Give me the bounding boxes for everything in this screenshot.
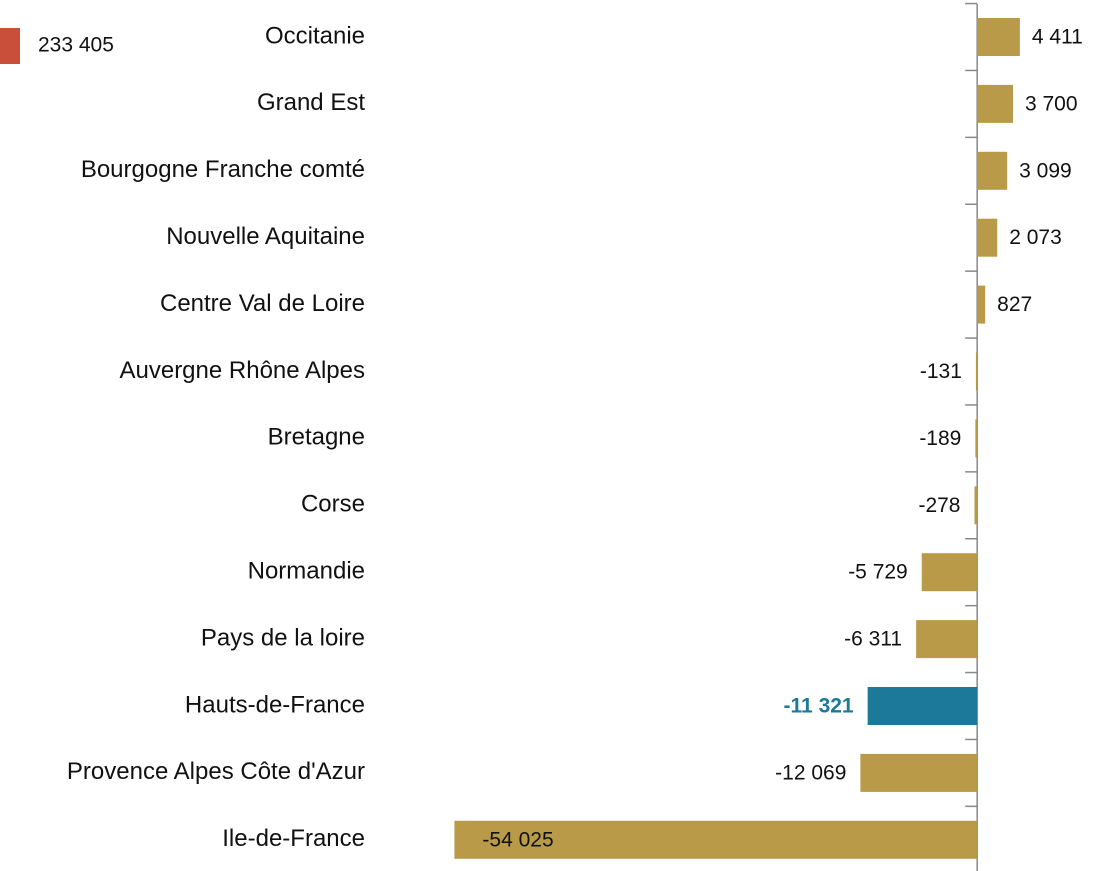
bar bbox=[977, 285, 986, 324]
value-label: 827 bbox=[997, 293, 1032, 316]
value-label: 3 700 bbox=[1025, 92, 1078, 115]
category-label: Nouvelle Aquitaine bbox=[166, 223, 365, 250]
value-label: -278 bbox=[918, 494, 960, 517]
total-label: 233 405 bbox=[38, 34, 114, 57]
value-label: -12 069 bbox=[775, 761, 846, 784]
bar bbox=[975, 352, 978, 391]
bar bbox=[916, 620, 978, 659]
value-label: -6 311 bbox=[844, 628, 902, 651]
bar bbox=[977, 84, 1013, 123]
bar bbox=[860, 753, 978, 792]
category-label: Centre Val de Loire bbox=[160, 290, 365, 317]
category-label: Bourgogne Franche comté bbox=[81, 156, 365, 183]
value-label: 3 099 bbox=[1019, 159, 1072, 182]
category-label: Hauts-de-France bbox=[185, 691, 365, 718]
bar bbox=[974, 486, 978, 525]
category-label: Occitanie bbox=[265, 22, 365, 49]
value-label: 2 073 bbox=[1009, 226, 1062, 249]
total-marker bbox=[0, 28, 20, 64]
value-label: -11 321 bbox=[784, 695, 854, 718]
category-label: Grand Est bbox=[257, 89, 365, 116]
value-label: -189 bbox=[919, 427, 961, 450]
bar bbox=[921, 553, 978, 592]
category-label: Ile-de-France bbox=[222, 825, 365, 852]
category-label: Auvergne Rhône Alpes bbox=[119, 357, 365, 384]
value-label: -54 025 bbox=[482, 828, 553, 851]
bar bbox=[977, 151, 1008, 190]
category-label: Provence Alpes Côte d'Azur bbox=[67, 758, 365, 785]
bar bbox=[454, 820, 978, 859]
bar bbox=[977, 218, 998, 257]
category-label: Normandie bbox=[248, 558, 365, 585]
category-label: Pays de la loire bbox=[201, 624, 365, 651]
value-label: -131 bbox=[920, 360, 962, 383]
bar bbox=[977, 18, 1020, 56]
bar bbox=[975, 419, 978, 458]
category-label: Corse bbox=[301, 491, 365, 518]
value-label: -5 729 bbox=[848, 561, 908, 584]
value-label: 4 411 bbox=[1032, 26, 1083, 49]
bar bbox=[867, 687, 978, 725]
category-label: Bretagne bbox=[268, 424, 365, 451]
